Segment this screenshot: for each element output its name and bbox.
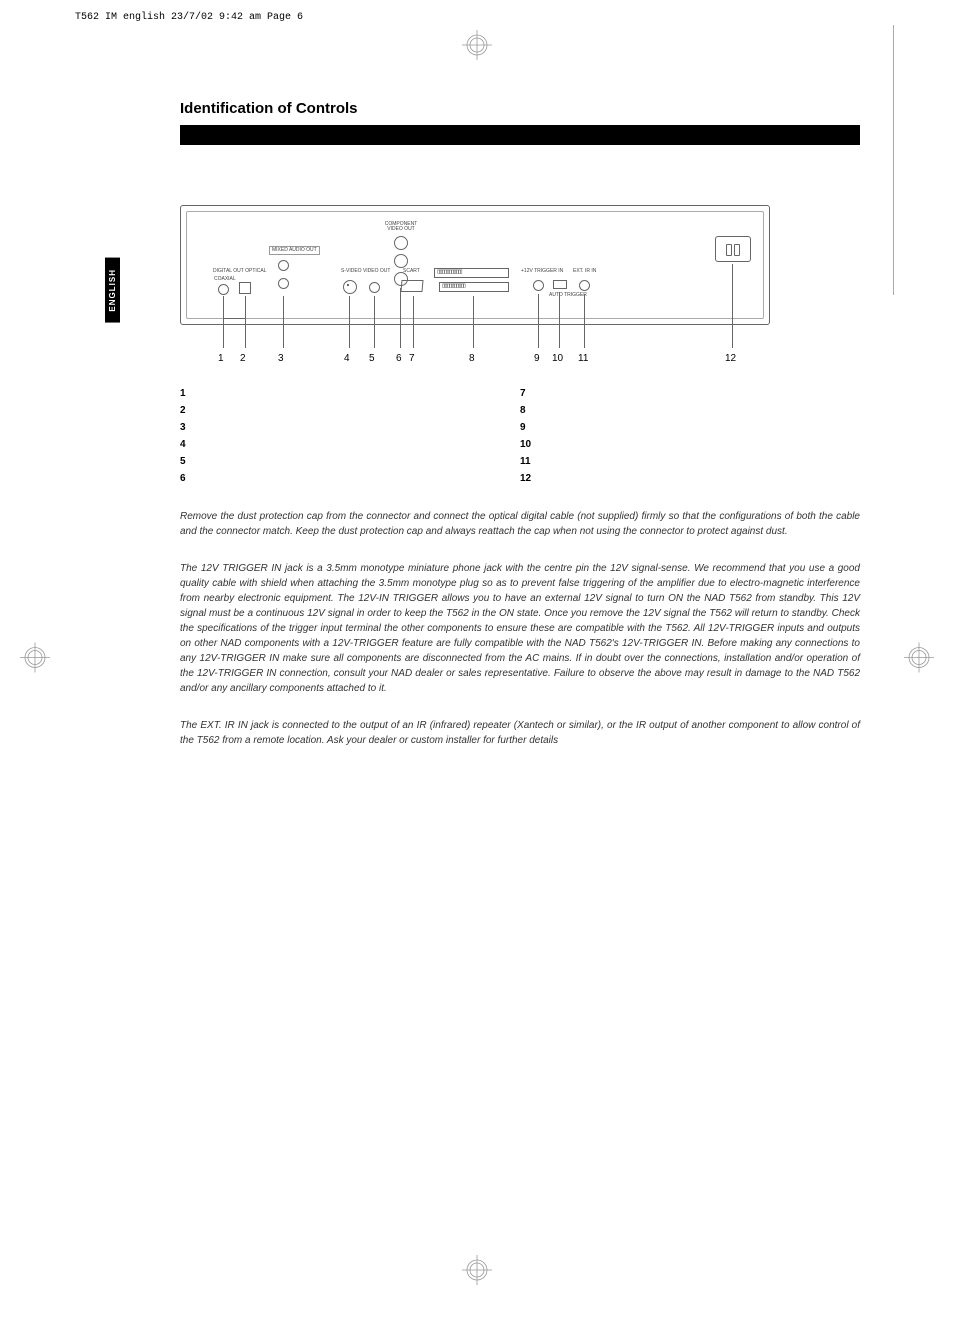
callout-num-2: 2 — [240, 353, 246, 364]
note-ir-in: The EXT. IR IN jack is connected to the … — [180, 718, 860, 748]
legend-item-5: 5 — [180, 453, 520, 470]
audio-r-jack — [278, 278, 289, 289]
component-pb-jack — [394, 254, 408, 268]
trigger-jack — [533, 280, 544, 291]
callout-num-11: 11 — [578, 353, 588, 364]
note-dust-cap: Remove the dust protection cap from the … — [180, 509, 860, 539]
scart-label: SCART — [403, 268, 420, 274]
callout-line-10 — [559, 292, 560, 348]
svideo-label: S-VIDEO VIDEO OUT — [341, 268, 390, 274]
component-video-label: COMPONENT VIDEO OUT — [381, 222, 421, 232]
crop-mark-left — [20, 643, 50, 678]
page-content: Identification of Controls COMPONENT VID… — [180, 100, 860, 748]
device-panel: COMPONENT VIDEO OUT MIXED AUDIO OUT DIGI… — [180, 205, 770, 325]
callout-line-7 — [413, 296, 414, 348]
trigger-label: +12V TRIGGER IN — [521, 268, 563, 274]
callout-line-5 — [374, 296, 375, 348]
crop-mark-bottom — [462, 1255, 492, 1290]
vent-grille-1: ▯▯▯▯▯▯▯▯▯▯▯▯▯▯ — [434, 268, 509, 278]
legend-item-10: 10 — [520, 436, 860, 453]
legend-item-11: 11 — [520, 453, 860, 470]
optical-jack — [239, 282, 251, 294]
legend-item-7: 7 — [520, 385, 860, 402]
callout-line-2 — [245, 296, 246, 348]
ir-jack — [579, 280, 590, 291]
callout-num-4: 4 — [344, 353, 350, 364]
video-out-jack — [369, 282, 380, 293]
legend-item-1: 1 — [180, 385, 520, 402]
page-edge-line — [893, 25, 894, 295]
callout-line-1 — [223, 296, 224, 348]
crop-mark-right — [904, 643, 934, 678]
legend-item-9: 9 — [520, 419, 860, 436]
callout-line-9 — [538, 294, 539, 348]
callout-num-8: 8 — [469, 353, 475, 364]
device-inner — [186, 211, 764, 319]
callout-line-3 — [283, 296, 284, 348]
svideo-jack — [343, 280, 357, 294]
crop-mark-top — [462, 30, 492, 65]
legend-right: 7 8 9 10 11 12 — [520, 385, 860, 487]
callout-line-12 — [732, 264, 733, 348]
auto-trigger-switch — [553, 280, 567, 289]
note-trigger: The 12V TRIGGER IN jack is a 3.5mm monot… — [180, 561, 860, 696]
legend-item-3: 3 — [180, 419, 520, 436]
ir-label: EXT. IR IN — [573, 268, 596, 274]
header-file-info: T562 IM english 23/7/02 9:42 am Page 6 — [75, 12, 303, 23]
component-y-jack — [394, 236, 408, 250]
legend-item-4: 4 — [180, 436, 520, 453]
callout-num-5: 5 — [369, 353, 375, 364]
scart-connector — [400, 280, 423, 292]
callout-num-9: 9 — [534, 353, 540, 364]
callout-num-6: 6 — [396, 353, 402, 364]
callout-num-10: 10 — [552, 353, 563, 364]
callout-num-12: 12 — [725, 353, 736, 364]
mixed-audio-label: MIXED AUDIO OUT — [269, 246, 320, 255]
power-inlet — [715, 236, 751, 262]
legend-item-12: 12 — [520, 470, 860, 487]
coaxial-jack — [218, 284, 229, 295]
legend-left: 1 2 3 4 5 6 — [180, 385, 520, 487]
callout-num-1: 1 — [218, 353, 224, 364]
legend-item-8: 8 — [520, 402, 860, 419]
section-title: Identification of Controls — [180, 100, 860, 117]
legend-columns: 1 2 3 4 5 6 7 8 9 10 11 12 — [180, 385, 860, 487]
callout-line-11 — [584, 294, 585, 348]
legend-item-6: 6 — [180, 470, 520, 487]
coaxial-label: COAXIAL — [214, 276, 236, 282]
language-tab: ENGLISH — [105, 258, 120, 323]
auto-trigger-label: AUTO TRIGGER — [549, 292, 587, 298]
callout-line-8 — [473, 296, 474, 348]
callout-num-7: 7 — [409, 353, 415, 364]
callout-join-12 — [223, 318, 245, 319]
digital-out-label: DIGITAL OUT OPTICAL — [213, 268, 267, 274]
callout-line-4 — [349, 296, 350, 348]
legend-item-2: 2 — [180, 402, 520, 419]
callout-line-6 — [400, 288, 401, 348]
audio-l-jack — [278, 260, 289, 271]
vent-grille-2: ▯▯▯▯▯▯▯▯▯▯▯▯▯ — [439, 282, 509, 292]
callout-num-3: 3 — [278, 353, 284, 364]
title-bar — [180, 125, 860, 145]
rear-panel-diagram: COMPONENT VIDEO OUT MIXED AUDIO OUT DIGI… — [180, 205, 770, 375]
